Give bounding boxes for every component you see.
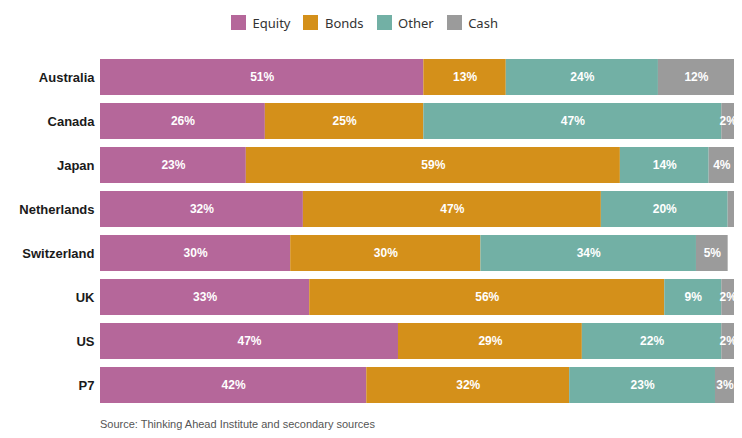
html-text:Bonds: Bonds (325, 13, 364, 32)
svg-text:23%: 23% (161, 158, 185, 172)
svg-text:UK: UK (76, 289, 95, 304)
html-text:Other: Other (398, 13, 434, 32)
svg-text:Switzerland: Switzerland (22, 245, 94, 260)
svg-text:4%: 4% (713, 158, 731, 172)
svg-text:Canada: Canada (48, 113, 96, 128)
svg-text:30%: 30% (184, 246, 208, 260)
svg-text:47%: 47% (440, 202, 464, 216)
svg-text:Australia: Australia (39, 69, 95, 84)
svg-text:33%: 33% (193, 290, 217, 304)
svg-text:9%: 9% (685, 290, 703, 304)
svg-text:32%: 32% (456, 378, 480, 392)
svg-text:24%: 24% (570, 70, 594, 84)
svg-text:P7: P7 (79, 377, 95, 392)
svg-text:22%: 22% (640, 334, 664, 348)
html-text:Equity: Equity (252, 13, 291, 32)
svg-text:5%: 5% (704, 246, 722, 260)
svg-text:32%: 32% (190, 202, 214, 216)
svg-text:42%: 42% (222, 378, 246, 392)
svg-text:29%: 29% (478, 334, 502, 348)
svg-text:12%: 12% (684, 70, 708, 84)
svg-text:26%: 26% (171, 114, 195, 128)
svg-text:US: US (76, 333, 94, 348)
svg-text:59%: 59% (421, 158, 445, 172)
svg-text:30%: 30% (374, 246, 398, 260)
svg-text:2%: 2% (719, 290, 737, 304)
svg-text:20%: 20% (653, 202, 677, 216)
html-text:Cash: Cash (468, 13, 498, 32)
svg-text:13%: 13% (453, 70, 477, 84)
svg-text:47%: 47% (237, 334, 261, 348)
svg-text:51%: 51% (250, 70, 274, 84)
svg-text:3%: 3% (716, 378, 734, 392)
svg-text:Netherlands: Netherlands (19, 201, 94, 216)
svg-text:14%: 14% (653, 158, 677, 172)
svg-text:2%: 2% (719, 114, 737, 128)
svg-text:25%: 25% (333, 114, 357, 128)
svg-text:23%: 23% (631, 378, 655, 392)
svg-text:47%: 47% (561, 114, 585, 128)
svg-text:2%: 2% (719, 334, 737, 348)
svg-text:56%: 56% (475, 290, 499, 304)
svg-text:Japan: Japan (57, 157, 95, 172)
html-text:Source: Thinking Ahead Institu: Source: Thinking Ahead Institute and sec… (100, 417, 375, 430)
svg-text:34%: 34% (577, 246, 601, 260)
